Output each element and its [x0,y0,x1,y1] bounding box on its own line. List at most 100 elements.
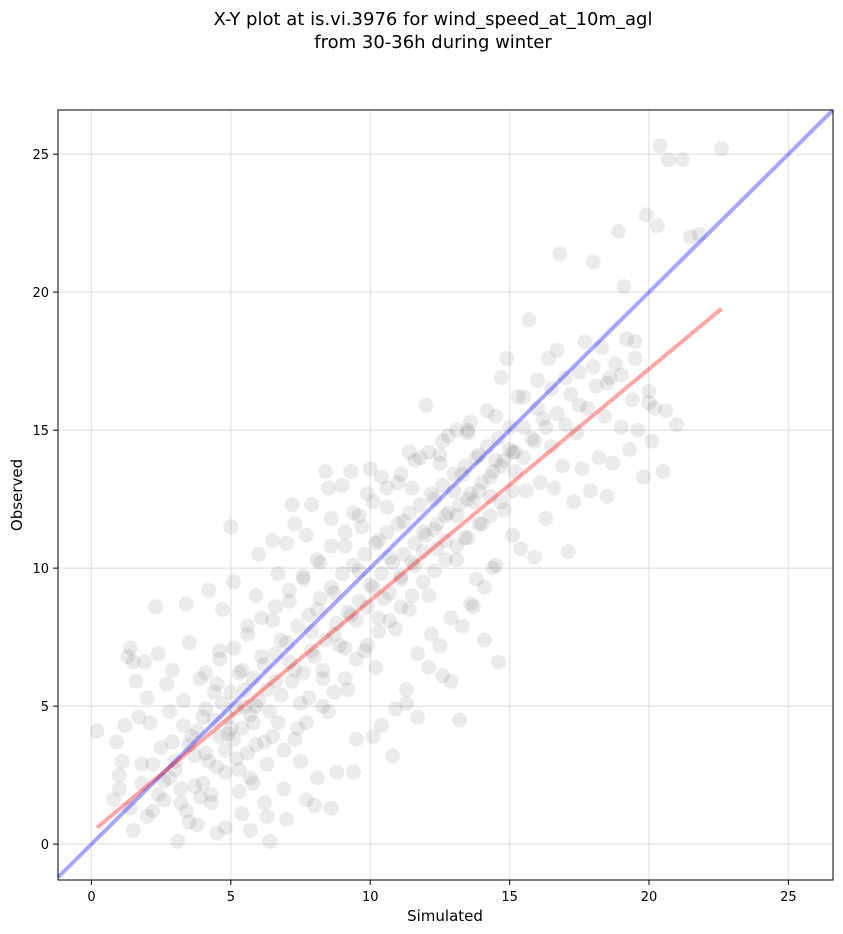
data-point [111,781,127,797]
data-point [198,745,214,761]
data-point [214,695,230,711]
data-point [599,375,615,391]
data-point [415,544,431,560]
data-point [134,756,150,772]
data-point [379,524,395,540]
data-point [418,527,434,543]
data-point [359,486,375,502]
data-point [117,717,133,733]
data-point [516,419,532,435]
data-point [513,541,529,557]
data-point [440,505,456,521]
data-point [371,610,387,626]
data-point [415,524,431,540]
data-point [585,254,601,270]
data-point [465,494,481,510]
data-point [460,422,476,438]
data-point [608,356,624,372]
data-point [89,723,105,739]
data-point [368,659,384,675]
data-point [256,795,272,811]
data-point [237,682,253,698]
data-point [217,742,233,758]
plot-frame [57,109,834,881]
data-point [351,563,367,579]
data-point [203,786,219,802]
data-point [393,568,409,584]
data-point [415,574,431,590]
data-point [209,676,225,692]
data-point [474,516,490,532]
data-point [306,797,322,813]
data-point [337,640,353,656]
data-point [178,596,194,612]
data-point [279,811,295,827]
data-point [315,671,331,687]
data-point [164,662,180,678]
y-tick-label-0: 0 [41,838,49,853]
data-point [426,563,442,579]
data-point [641,395,657,411]
data-point [535,411,551,427]
data-point [479,403,495,419]
data-point [429,541,445,557]
data-point [496,502,512,518]
data-point [641,384,657,400]
data-point [131,709,147,725]
data-point [557,370,573,386]
data-point [635,469,651,485]
data-point [240,626,256,642]
data-point [463,414,479,430]
data-point [346,557,362,573]
data-point [602,370,618,386]
data-point [482,469,498,485]
data-point [323,538,339,554]
data-point [198,701,214,717]
data-point [460,425,476,441]
data-point [532,475,548,491]
data-point [340,682,356,698]
data-point [139,809,155,825]
x-tick-label-0: 0 [87,890,95,905]
data-point [510,389,526,405]
data-point [504,444,520,460]
data-point [281,582,297,598]
data-point [136,654,152,670]
data-point [638,207,654,223]
data-point [181,814,197,830]
x-tick-label-3: 15 [501,890,518,905]
x-tick-label-4: 20 [641,890,658,905]
data-point [150,786,166,802]
data-point [145,803,161,819]
data-point [142,715,158,731]
data-point [426,521,442,537]
data-point [334,566,350,582]
data-point [192,671,208,687]
data-point [267,646,283,662]
data-point [228,751,244,767]
x-tick-label-2: 10 [362,890,379,905]
data-point [164,734,180,750]
data-point [410,709,426,725]
data-point [407,557,423,573]
data-point [262,833,278,849]
data-point [265,613,281,629]
data-point [429,516,445,532]
data-point [438,508,453,524]
data-point [195,709,211,725]
data-point [412,497,428,513]
data-point [446,466,462,482]
data-point [504,483,520,499]
data-point [248,737,264,753]
data-point [203,795,219,811]
data-point [488,453,504,469]
data-point [220,709,236,725]
data-point [571,364,587,380]
data-point [652,138,668,154]
data-point [521,312,537,328]
data-point [596,408,612,424]
data-point [396,546,412,562]
data-point [471,447,487,463]
data-point [382,613,398,629]
data-point [326,585,342,601]
